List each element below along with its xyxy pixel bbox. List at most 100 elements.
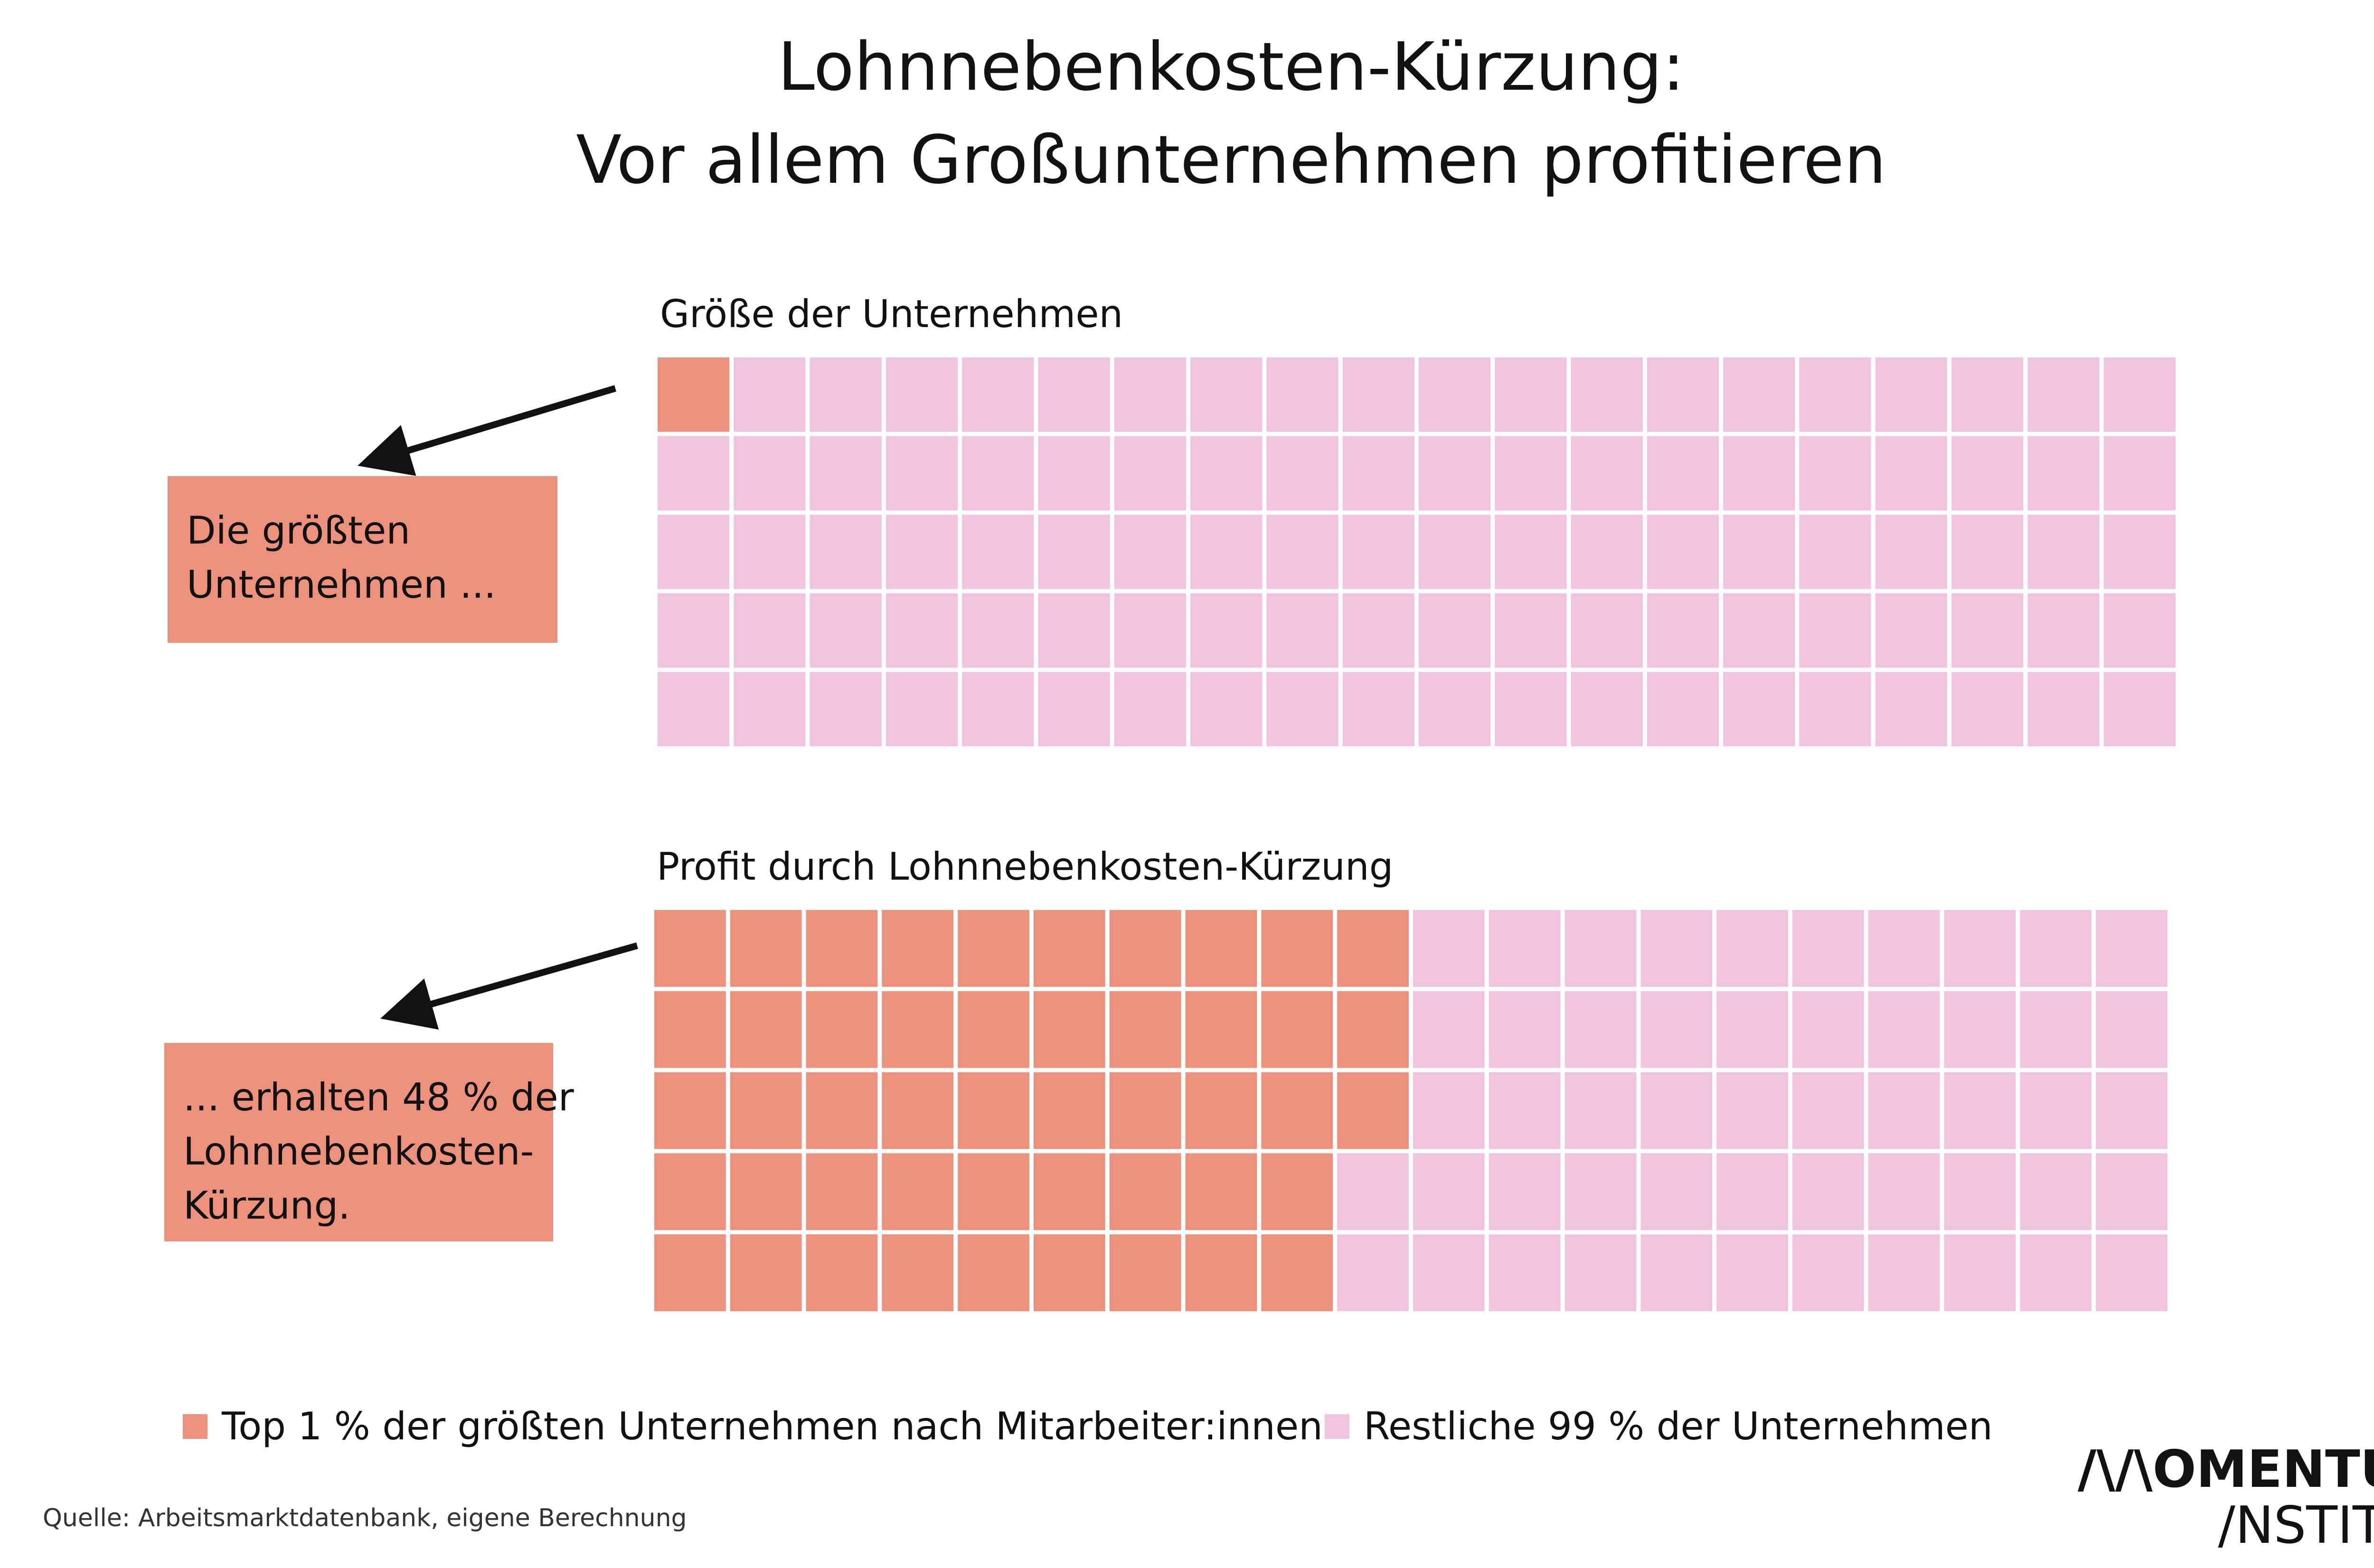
waffle-cell-top bbox=[1109, 1234, 1181, 1311]
waffle-cell-rest bbox=[2103, 672, 2176, 746]
arrow-to-callout-2 bbox=[380, 942, 638, 1030]
waffle-cell-rest bbox=[1342, 672, 1414, 746]
waffle-cell-rest bbox=[1413, 1234, 1485, 1311]
waffle-cell-rest bbox=[1114, 593, 1187, 668]
waffle-cell-rest bbox=[1875, 515, 1948, 589]
legend-label-rest: Restliche 99 % der Unternehmen bbox=[1364, 1404, 1993, 1448]
legend-item-top: Top 1 % der größten Unternehmen nach Mit… bbox=[183, 1408, 1323, 1450]
waffle-cell-rest bbox=[1792, 1153, 1864, 1230]
waffle-cell-top bbox=[1261, 910, 1333, 987]
waffle-cell-rest bbox=[1951, 357, 2024, 432]
waffle-cell-rest bbox=[886, 436, 958, 511]
waffle-cell-rest bbox=[1647, 672, 1719, 746]
waffle-cell-top bbox=[1034, 1234, 1105, 1311]
waffle-cell-rest bbox=[1337, 1234, 1409, 1311]
waffle-cell-rest bbox=[1038, 436, 1110, 511]
waffle-2-title: Profit durch Lohnnebenkosten-Kürzung bbox=[657, 845, 1394, 889]
waffle-cell-top bbox=[806, 910, 878, 987]
waffle-company-size bbox=[658, 357, 2176, 746]
waffle-cell-rest bbox=[1564, 1234, 1637, 1311]
waffle-cell-rest bbox=[1944, 1234, 2016, 1311]
waffle-cell-rest bbox=[1875, 593, 1948, 668]
waffle-cell-rest bbox=[1342, 436, 1414, 511]
waffle-cell-rest bbox=[962, 672, 1034, 746]
waffle-cell-top bbox=[730, 1234, 802, 1311]
waffle-cell-rest bbox=[1799, 672, 1871, 746]
waffle-cell-rest bbox=[1488, 910, 1561, 987]
waffle-cell-rest bbox=[2027, 436, 2100, 511]
waffle-cell-rest bbox=[1038, 515, 1110, 589]
waffle-cell-rest bbox=[1951, 593, 2024, 668]
waffle-cell-top bbox=[1109, 991, 1181, 1068]
waffle-cell-rest bbox=[1413, 1072, 1485, 1149]
waffle-cell-rest bbox=[1640, 1072, 1713, 1149]
waffle-cell-top bbox=[654, 1072, 726, 1149]
waffle-cell-rest bbox=[810, 357, 882, 432]
waffle-cell-top bbox=[1185, 1072, 1257, 1149]
waffle-cell-rest bbox=[1114, 672, 1187, 746]
waffle-cell-rest bbox=[2103, 593, 2176, 668]
waffle-cell-rest bbox=[1647, 436, 1719, 511]
waffle-cell-rest bbox=[1564, 1153, 1637, 1230]
waffle-cell-top bbox=[654, 991, 726, 1068]
waffle-cell-rest bbox=[1413, 910, 1485, 987]
waffle-cell-rest bbox=[1868, 991, 1940, 1068]
waffle-cell-rest bbox=[2020, 991, 2092, 1068]
waffle-cell-rest bbox=[2096, 1234, 2167, 1311]
waffle-cell-rest bbox=[1944, 1072, 2016, 1149]
waffle-cell-rest bbox=[1114, 436, 1187, 511]
waffle-cell-rest bbox=[1413, 991, 1485, 1068]
waffle-cell-rest bbox=[1716, 910, 1788, 987]
callout-largest-companies: Die größten Unternehmen ... bbox=[168, 476, 557, 643]
waffle-cell-rest bbox=[1868, 910, 1940, 987]
waffle-cell-top bbox=[958, 1072, 1029, 1149]
waffle-cell-rest bbox=[1944, 910, 2016, 987]
waffle-cell-top bbox=[654, 1234, 726, 1311]
waffle-cell-rest bbox=[1875, 672, 1948, 746]
waffle-cell-rest bbox=[1488, 1072, 1561, 1149]
waffle-cell-rest bbox=[1495, 515, 1567, 589]
callout-1-line-2: Unternehmen ... bbox=[187, 563, 496, 607]
waffle-cell-rest bbox=[2027, 593, 2100, 668]
legend-swatch-rest bbox=[1325, 1414, 1349, 1439]
waffle-cell-rest bbox=[1716, 1153, 1788, 1230]
waffle-cell-rest bbox=[2027, 515, 2100, 589]
waffle-cell-top bbox=[882, 1153, 954, 1230]
arrow-to-callout-1 bbox=[358, 385, 617, 476]
waffle-cell-rest bbox=[2096, 991, 2167, 1068]
waffle-1-title: Größe der Unternehmen bbox=[660, 292, 1123, 336]
waffle-cell-rest bbox=[1944, 1153, 2016, 1230]
source-note: Quelle: Arbeitsmarktdatenbank, eigene Be… bbox=[43, 1504, 687, 1532]
waffle-cell-rest bbox=[1716, 991, 1788, 1068]
waffle-cell-rest bbox=[886, 593, 958, 668]
waffle-cell-top bbox=[1109, 1072, 1181, 1149]
waffle-cell-rest bbox=[1038, 593, 1110, 668]
waffle-cell-top bbox=[1261, 1072, 1333, 1149]
waffle-cell-rest bbox=[734, 515, 806, 589]
waffle-cell-rest bbox=[2096, 910, 2167, 987]
waffle-cell-rest bbox=[1342, 357, 1414, 432]
waffle-cell-rest bbox=[658, 515, 730, 589]
title-line-2: Vor allem Großunternehmen profitieren bbox=[576, 122, 1886, 199]
waffle-cell-rest bbox=[1647, 593, 1719, 668]
waffle-cell-top bbox=[1261, 991, 1333, 1068]
waffle-cell-rest bbox=[1868, 1234, 1940, 1311]
legend-swatch-top bbox=[183, 1414, 207, 1439]
waffle-cell-rest bbox=[2020, 910, 2092, 987]
callout-2-line-1: ... erhalten 48 % der bbox=[183, 1075, 574, 1119]
waffle-cell-rest bbox=[1266, 436, 1338, 511]
waffle-cell-rest bbox=[1413, 1153, 1485, 1230]
waffle-cell-rest bbox=[734, 436, 806, 511]
waffle-cell-rest bbox=[1716, 1072, 1788, 1149]
waffle-cell-top bbox=[958, 1153, 1029, 1230]
waffle-cell-rest bbox=[2103, 436, 2176, 511]
waffle-cell-rest bbox=[1723, 436, 1795, 511]
waffle-cell-top bbox=[1185, 1234, 1257, 1311]
waffle-cell-rest bbox=[1266, 515, 1338, 589]
waffle-cell-rest bbox=[734, 593, 806, 668]
waffle-cell-top bbox=[1034, 991, 1105, 1068]
waffle-cell-rest bbox=[810, 672, 882, 746]
waffle-cell-rest bbox=[1647, 515, 1719, 589]
waffle-cell-top bbox=[1337, 910, 1409, 987]
